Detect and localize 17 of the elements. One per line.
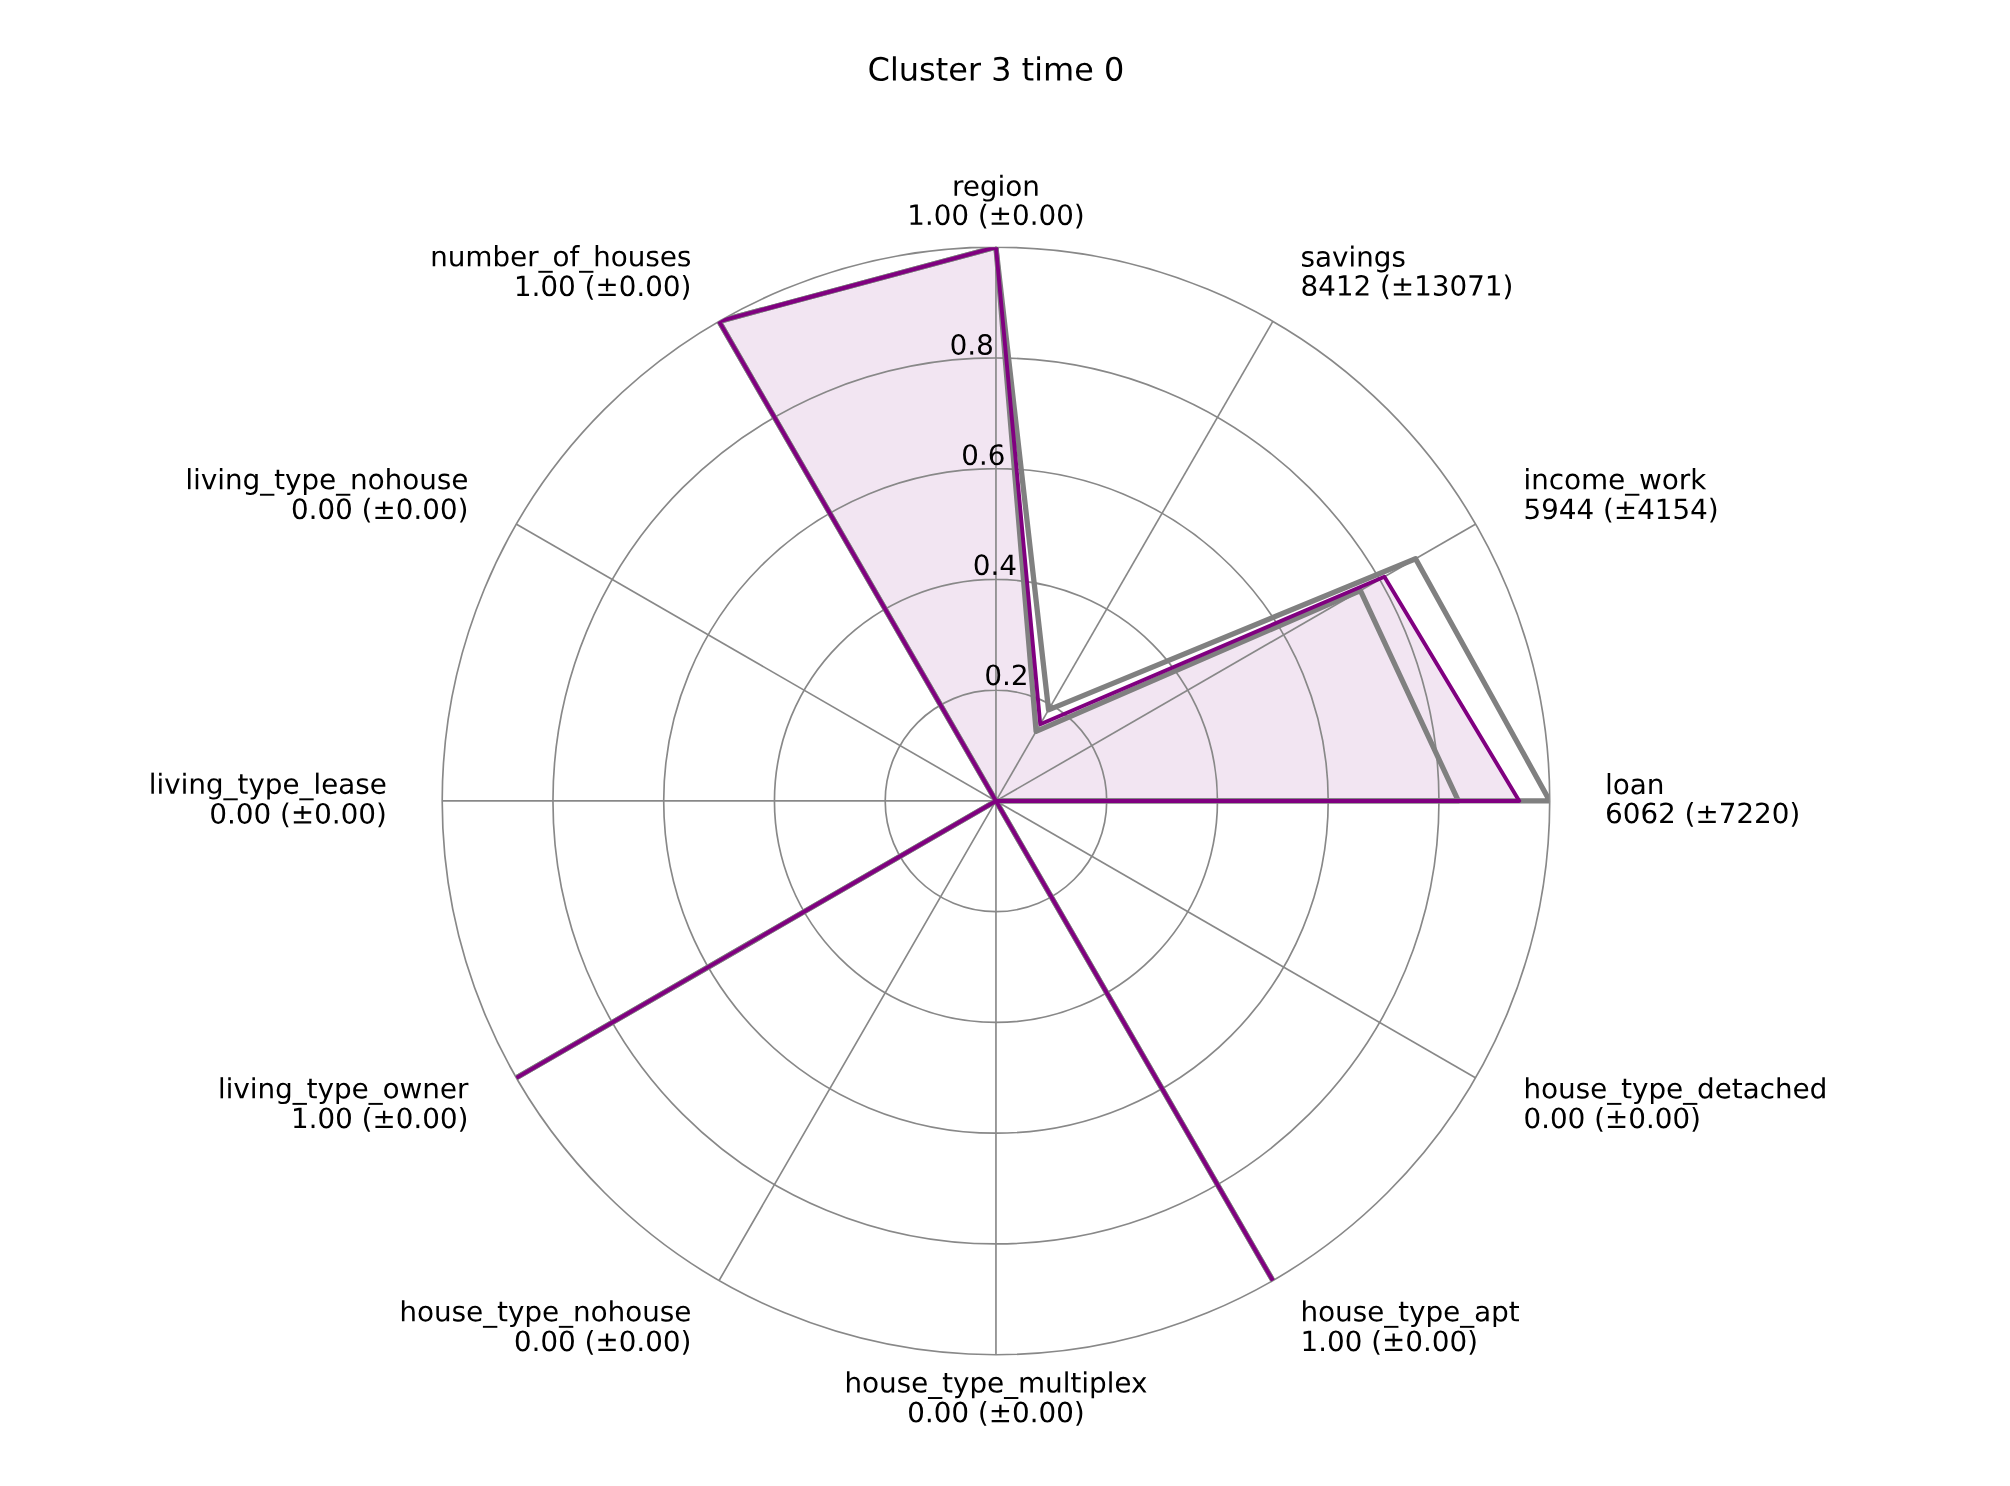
spoke-label: living_type_nohouse 0.00 (±0.00) (188, 468, 467, 523)
y-tick-label: 0.8 (951, 333, 992, 355)
spoke-label: income_work 5944 (±4154) (1525, 468, 1717, 523)
chart-title: Cluster 3 time 0 (869, 56, 1123, 81)
y-tick-label: 0.2 (986, 664, 1026, 686)
spoke-label: house_type_apt 1.00 (±0.00) (1303, 1300, 1519, 1355)
y-tick-label: 0.6 (963, 444, 1004, 466)
spoke-label: savings 8412 (±13071) (1302, 245, 1511, 300)
spoke-label: loan 6062 (±7220) (1607, 773, 1798, 827)
spoke-label: house_type_nohouse 0.00 (±0.00) (401, 1300, 690, 1355)
y-tick-label: 0.4 (974, 554, 1016, 576)
spoke-label: number_of_houses 1.00 (±0.00) (432, 245, 691, 300)
spoke-label: living_type_owner 1.00 (±0.00) (220, 1077, 469, 1132)
spoke-label: living_type_lease 0.00 (±0.00) (151, 772, 386, 828)
spoke-label: house_type_detached 0.00 (±0.00) (1525, 1077, 1825, 1132)
spoke-label: house_type_multiplex 0.00 (±0.00) (846, 1371, 1147, 1426)
spoke-label: region 1.00 (±0.00) (910, 174, 1083, 229)
